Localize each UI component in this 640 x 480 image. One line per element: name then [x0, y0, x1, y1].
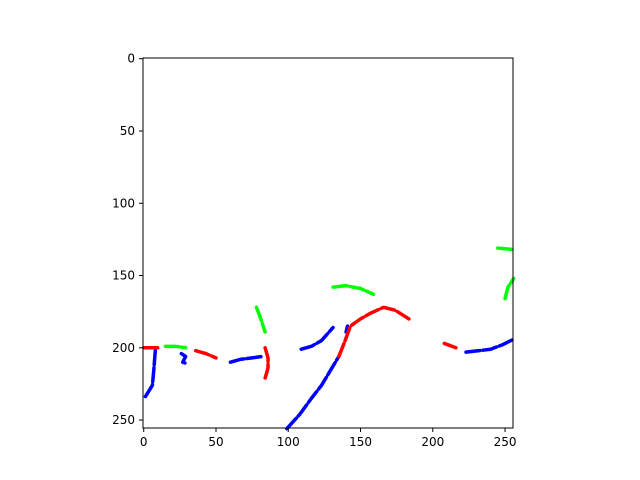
- y-tick-label: 200: [112, 341, 135, 355]
- image-strokes: [141, 246, 516, 431]
- stroke-3: [285, 354, 341, 431]
- y-tick-label: 250: [112, 413, 135, 427]
- x-axis: 0 50 100 150 200 250: [140, 428, 517, 449]
- stroke-8: [194, 348, 218, 360]
- stroke-1: [228, 354, 264, 364]
- stroke-15: [503, 276, 516, 301]
- stroke-2: [299, 325, 335, 351]
- stroke-4: [344, 324, 350, 334]
- y-tick-label: 150: [112, 269, 135, 283]
- x-tick-label: 0: [140, 435, 148, 449]
- stroke-11: [442, 341, 458, 350]
- stroke-14: [496, 246, 516, 252]
- stroke-5: [464, 337, 516, 354]
- x-tick-label: 50: [208, 435, 223, 449]
- stroke-0: [143, 348, 158, 399]
- y-tick-label: 50: [120, 124, 135, 138]
- stroke-6: [179, 351, 189, 366]
- y-tick-label: 100: [112, 196, 135, 210]
- x-tick-label: 250: [494, 435, 517, 449]
- stroke-12: [254, 305, 267, 334]
- x-tick-label: 100: [277, 435, 300, 449]
- axes-frame: [142, 57, 514, 429]
- x-tick-label: 200: [421, 435, 444, 449]
- stroke-16: [163, 344, 188, 350]
- x-tick-label: 150: [349, 435, 372, 449]
- stroke-13: [331, 283, 376, 297]
- stroke-9: [337, 305, 413, 359]
- y-tick-label: 0: [127, 52, 135, 66]
- stroke-10: [263, 346, 270, 380]
- y-axis: 0 50 100 150 200 250: [112, 52, 143, 427]
